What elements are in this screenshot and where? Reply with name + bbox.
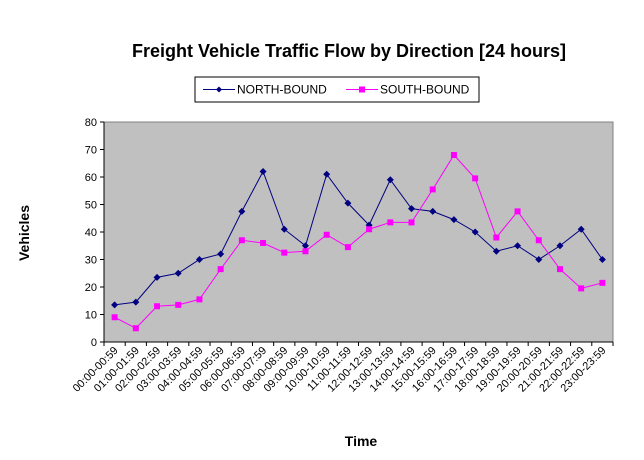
data-point	[386, 176, 394, 184]
series-line	[114, 154, 603, 329]
data-point	[111, 314, 118, 321]
data-point	[111, 301, 119, 309]
data-point	[429, 186, 436, 193]
data-point	[154, 303, 161, 310]
legend-marker-south	[359, 86, 365, 93]
data-point	[175, 301, 182, 308]
data-point	[323, 170, 331, 178]
data-point	[280, 225, 288, 233]
data-point	[535, 256, 543, 263]
data-point	[153, 273, 161, 281]
data-point	[429, 207, 437, 215]
plot-area	[103, 121, 614, 343]
data-point	[260, 240, 267, 246]
data-point	[259, 168, 267, 175]
y-tick-label: 0	[91, 337, 97, 349]
data-point	[238, 207, 246, 215]
data-point	[556, 242, 564, 250]
y-tick-label: 40	[85, 227, 97, 239]
data-point	[132, 325, 139, 332]
chart-title: Freight Vehicle Traffic Flow by Directio…	[132, 41, 566, 61]
data-point	[302, 248, 309, 255]
data-point	[492, 247, 500, 255]
data-point	[301, 242, 309, 250]
data-point	[344, 199, 352, 207]
series-line	[114, 170, 603, 306]
y-tick-label: 20	[85, 282, 97, 294]
data-point	[174, 269, 182, 277]
data-point	[556, 266, 563, 273]
data-point	[493, 234, 500, 241]
y-tick-label: 70	[85, 145, 97, 157]
y-axis-title: Vehicles	[16, 205, 32, 261]
legend-label-south: SOUTH-BOUND	[380, 83, 470, 97]
data-point	[281, 249, 288, 256]
data-point	[132, 298, 140, 306]
y-tick-label: 10	[85, 310, 97, 322]
y-tick-label: 30	[85, 255, 97, 267]
data-point	[514, 242, 522, 250]
y-tick-label: 50	[85, 200, 97, 212]
legend-label-north: NORTH-BOUND	[237, 83, 327, 97]
data-point	[195, 256, 203, 263]
data-point	[577, 225, 585, 233]
data-point	[366, 226, 373, 233]
legend-marker-north	[216, 86, 222, 93]
x-axis-title: Time	[345, 433, 378, 449]
data-point	[238, 237, 245, 244]
y-axis: 0 10 20 30 40 50 60 70 80	[85, 117, 105, 349]
data-point	[514, 208, 521, 215]
data-point	[471, 228, 479, 236]
data-point	[408, 205, 416, 213]
series-south-bound	[111, 152, 606, 332]
data-point	[344, 244, 351, 251]
data-point	[472, 175, 479, 182]
data-point	[598, 256, 606, 263]
data-point	[578, 285, 585, 292]
legend-box	[194, 76, 480, 103]
data-point	[408, 219, 415, 226]
data-point	[217, 266, 224, 273]
x-axis: 00:00-00:5901:00-01:5902:00-02:5903:00-0…	[71, 341, 614, 395]
data-point	[450, 152, 457, 158]
legend: NORTH-BOUND SOUTH-BOUND	[194, 76, 480, 103]
data-point	[535, 237, 542, 244]
data-point	[217, 250, 225, 258]
data-point	[450, 216, 458, 224]
data-point	[323, 231, 330, 238]
series-layer	[111, 152, 606, 332]
y-tick-label: 80	[85, 117, 97, 129]
y-tick-label: 60	[85, 172, 97, 184]
data-point	[387, 219, 394, 226]
data-point	[196, 296, 203, 303]
data-point	[599, 279, 606, 286]
